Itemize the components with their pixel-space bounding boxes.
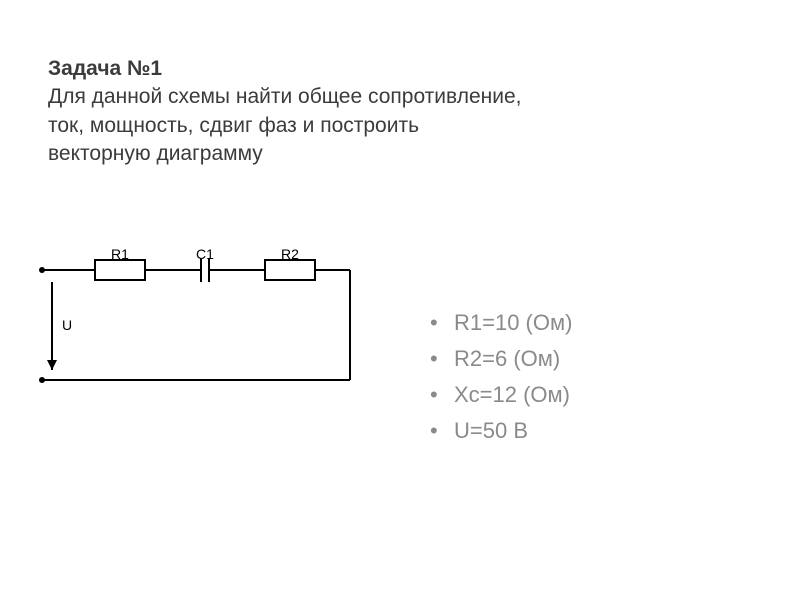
svg-text:C1: C1 [196, 246, 214, 262]
title-heading: Задача №1 [48, 57, 162, 80]
svg-text:R1: R1 [111, 246, 129, 262]
title-line1: Для данной схемы найти общее сопротивлен… [48, 85, 521, 108]
parameter-list: R1=10 (Ом) R2=6 (Ом) Xc=12 (Ом) U=50 В [430, 310, 572, 454]
param-item: U=50 В [430, 418, 572, 444]
svg-text:R2: R2 [281, 246, 299, 262]
circuit-svg: R1 C1 R2 U [30, 240, 370, 420]
circuit-diagram: R1 C1 R2 U [30, 240, 370, 425]
param-item: R2=6 (Ом) [430, 346, 572, 372]
param-item: Xc=12 (Ом) [430, 382, 572, 408]
problem-title: Задача №1 Для данной схемы найти общее с… [48, 55, 678, 168]
param-item: R1=10 (Ом) [430, 310, 572, 336]
title-line2: ток, мощность, сдвиг фаз и построить [48, 114, 419, 137]
title-line3: векторную диаграмму [48, 142, 263, 165]
svg-text:U: U [62, 317, 72, 333]
